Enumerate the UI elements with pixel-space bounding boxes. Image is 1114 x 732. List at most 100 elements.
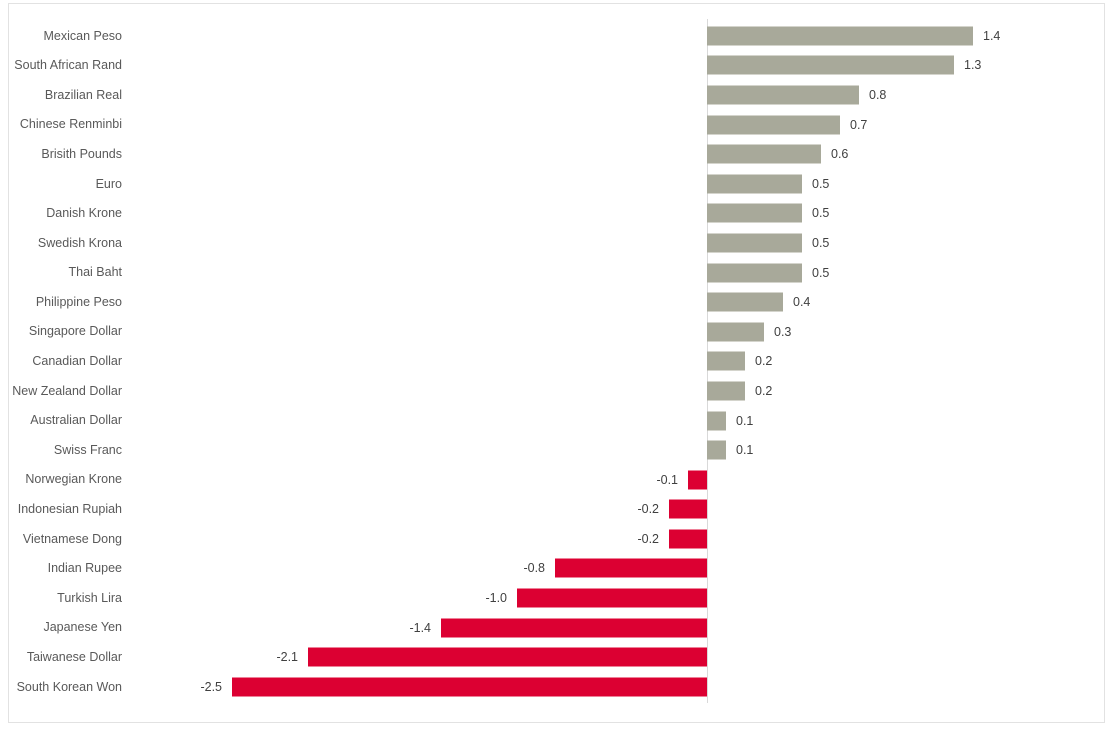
category-label: Chinese Renminbi <box>19 117 122 132</box>
category-label: Taiwanese Dollar <box>26 650 122 665</box>
bar-track: -1.0 <box>122 583 1104 613</box>
value-label: -2.1 <box>276 650 298 665</box>
negative-bar <box>669 499 707 519</box>
bar-track: -0.2 <box>122 495 1104 525</box>
category-label: Vietnamese Dong <box>22 531 122 546</box>
value-label: 0.2 <box>755 383 773 398</box>
value-label: -0.1 <box>656 472 678 487</box>
negative-bar <box>555 558 707 578</box>
value-label: -0.2 <box>637 531 659 546</box>
bar-track: 0.1 <box>122 435 1104 465</box>
chart-row: Brazilian Real 0.8 <box>9 80 1104 110</box>
positive-bar <box>707 55 954 75</box>
category-label: Thai Baht <box>68 265 122 280</box>
chart-row: Indian Rupee -0.8 <box>9 554 1104 584</box>
bar-track: 0.5 <box>122 258 1104 288</box>
category-label: Brisith Pounds <box>41 146 122 161</box>
bar-track: 0.5 <box>122 228 1104 258</box>
chart-row: Swedish Krona 0.5 <box>9 228 1104 258</box>
chart-row: New Zealand Dollar 0.2 <box>9 376 1104 406</box>
value-label: 0.5 <box>812 176 830 191</box>
negative-bar <box>669 529 707 549</box>
positive-bar <box>707 233 802 253</box>
bar-track: -2.1 <box>122 642 1104 672</box>
chart-row: Thai Baht 0.5 <box>9 258 1104 288</box>
chart-row: Norwegian Krone -0.1 <box>9 465 1104 495</box>
chart-row: Brisith Pounds 0.6 <box>9 139 1104 169</box>
category-label: Swedish Krona <box>37 235 122 250</box>
value-label: -2.5 <box>200 679 222 694</box>
value-label: 0.2 <box>755 354 773 369</box>
category-label: Norwegian Krone <box>25 472 122 487</box>
category-label: Canadian Dollar <box>32 354 122 369</box>
bar-track: 0.2 <box>122 347 1104 377</box>
value-label: 0.4 <box>793 294 811 309</box>
positive-bar <box>707 322 764 342</box>
bar-track: -0.2 <box>122 524 1104 554</box>
negative-bar <box>517 588 707 608</box>
chart-row: Canadian Dollar 0.2 <box>9 347 1104 377</box>
bar-track: 0.5 <box>122 199 1104 229</box>
positive-bar <box>707 292 783 312</box>
value-label: 0.3 <box>774 324 792 339</box>
negative-bar <box>688 470 707 490</box>
category-label: Indonesian Rupiah <box>17 502 122 517</box>
bar-track: 0.8 <box>122 80 1104 110</box>
value-label: 0.5 <box>812 235 830 250</box>
value-label: 0.8 <box>869 87 887 102</box>
value-label: -1.0 <box>485 590 507 605</box>
category-label: New Zealand Dollar <box>12 383 122 398</box>
positive-bar <box>707 174 802 194</box>
category-label: Japanese Yen <box>43 620 122 635</box>
value-label: 0.5 <box>812 265 830 280</box>
bar-track: 0.6 <box>122 139 1104 169</box>
bar-track: 1.3 <box>122 51 1104 81</box>
category-label: South Korean Won <box>16 679 122 694</box>
chart-row: Euro 0.5 <box>9 169 1104 199</box>
chart-row: South Korean Won -2.5 <box>9 672 1104 702</box>
category-label: Philippine Peso <box>35 294 122 309</box>
positive-bar <box>707 115 840 135</box>
positive-bar <box>707 203 802 223</box>
positive-bar <box>707 26 973 46</box>
bar-track: -0.1 <box>122 465 1104 495</box>
bar-track: 0.2 <box>122 376 1104 406</box>
value-label: 1.3 <box>964 58 982 73</box>
value-label: 1.4 <box>983 28 1001 43</box>
category-label: Swiss Franc <box>53 442 122 457</box>
bar-track: 0.7 <box>122 110 1104 140</box>
category-label: Mexican Peso <box>43 28 122 43</box>
value-label: -0.8 <box>523 561 545 576</box>
value-label: 0.7 <box>850 117 868 132</box>
bar-track: -0.8 <box>122 554 1104 584</box>
category-label: Danish Krone <box>46 206 122 221</box>
positive-bar <box>707 381 745 401</box>
positive-bar <box>707 440 726 460</box>
chart-row: Vietnamese Dong -0.2 <box>9 524 1104 554</box>
category-label: Singapore Dollar <box>28 324 122 339</box>
chart-row: South African Rand 1.3 <box>9 51 1104 81</box>
positive-bar <box>707 85 859 105</box>
chart-row: Chinese Renminbi 0.7 <box>9 110 1104 140</box>
chart-row: Japanese Yen -1.4 <box>9 613 1104 643</box>
category-label: Brazilian Real <box>44 87 122 102</box>
value-label: 0.1 <box>736 442 754 457</box>
chart-row: Danish Krone 0.5 <box>9 199 1104 229</box>
category-label: Euro <box>95 176 122 191</box>
bar-track: 0.3 <box>122 317 1104 347</box>
category-label: Turkish Lira <box>57 590 122 605</box>
chart-row: Taiwanese Dollar -2.1 <box>9 642 1104 672</box>
chart-frame: Mexican Peso 1.4 South African Rand 1.3 Braz… <box>8 3 1105 723</box>
negative-bar <box>308 647 707 667</box>
positive-bar <box>707 263 802 283</box>
bar-track: 0.1 <box>122 406 1104 436</box>
chart-row: Philippine Peso 0.4 <box>9 287 1104 317</box>
value-label: 0.5 <box>812 206 830 221</box>
negative-bar <box>232 677 707 697</box>
chart-row: Australian Dollar 0.1 <box>9 406 1104 436</box>
positive-bar <box>707 144 821 164</box>
category-label: South African Rand <box>14 58 122 73</box>
category-label: Indian Rupee <box>47 561 122 576</box>
bar-track: -1.4 <box>122 613 1104 643</box>
